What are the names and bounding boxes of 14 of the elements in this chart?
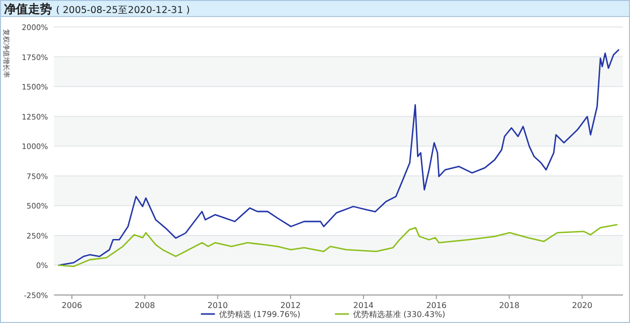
legend-label: 优势精选 (1799.76%) (218, 310, 300, 319)
x-tick-label: 2018 (499, 301, 520, 310)
x-tick-label: 2020 (572, 301, 592, 310)
line-series (58, 49, 620, 266)
x-tick-label: 2006 (62, 301, 82, 310)
chart-subtitle: ( 2005-08-25至2020-12-31 ) (56, 5, 190, 16)
x-tick-label: 2014 (353, 301, 374, 310)
x-tick-label: 2010 (207, 301, 228, 310)
x-tick-label: 2016 (426, 301, 447, 310)
x-tick-label: 2012 (280, 301, 301, 310)
legend-label: 优势精选基准 (330.43%) (352, 310, 446, 319)
chart-title: 净值走势 (4, 2, 52, 16)
x-tick-label: 2008 (134, 301, 155, 310)
line-series (58, 224, 618, 268)
